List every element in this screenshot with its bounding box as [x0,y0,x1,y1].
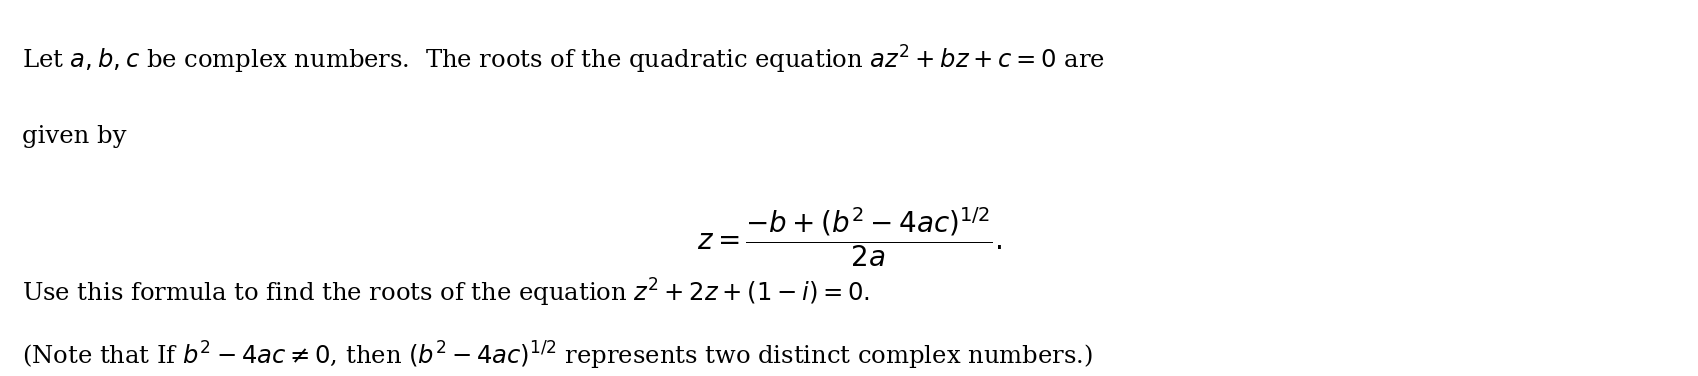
Text: Let $a, b, c$ be complex numbers.  The roots of the quadratic equation $az^2 + b: Let $a, b, c$ be complex numbers. The ro… [22,44,1104,76]
Text: (Note that If $b^2 - 4ac \neq 0$, then $(b^2 - 4ac)^{1/2}$ represents two distin: (Note that If $b^2 - 4ac \neq 0$, then $… [22,340,1092,372]
Text: Use this formula to find the roots of the equation $z^2 + 2z + (1 - i) = 0.$: Use this formula to find the roots of th… [22,276,869,309]
Text: $z = \dfrac{-b + (b^2 - 4ac)^{1/2}}{2a}.$: $z = \dfrac{-b + (b^2 - 4ac)^{1/2}}{2a}.… [696,206,1002,270]
Text: given by: given by [22,125,126,148]
